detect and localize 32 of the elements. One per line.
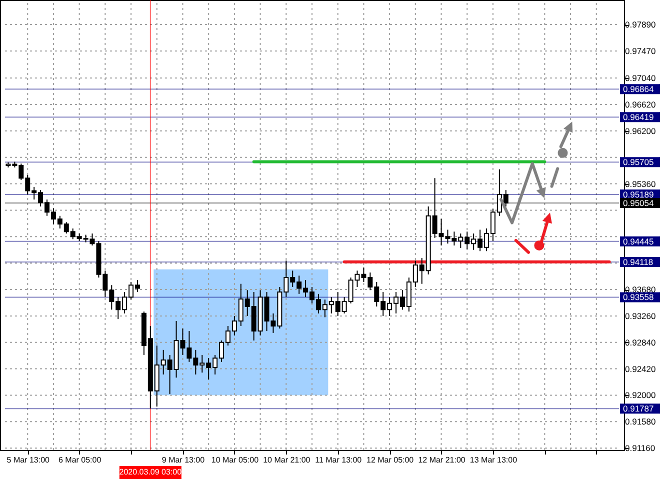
ref-line-label: 0.95189 bbox=[623, 190, 654, 200]
y-tick-label: 0.97890 bbox=[625, 20, 656, 30]
y-tick-label: 0.97040 bbox=[625, 73, 656, 84]
x-tick-label: 5 Mar 13:00 bbox=[6, 456, 50, 464]
y-tick-label: 0.95360 bbox=[625, 178, 656, 189]
ref-line-label: 0.95054 bbox=[623, 198, 654, 208]
ref-line-label: 0.94118 bbox=[623, 256, 654, 267]
y-tick-label: 0.93680 bbox=[625, 284, 656, 295]
x-tick-label: 9 Mar 13:00 bbox=[162, 456, 206, 464]
ref-line-label: 0.93558 bbox=[623, 292, 654, 302]
y-tick-label: 0.92000 bbox=[625, 390, 656, 400]
x-tick-label: 12 Mar 05:00 bbox=[366, 456, 414, 464]
y-tick-label: 0.92840 bbox=[625, 337, 656, 348]
ref-line-label: 0.96419 bbox=[623, 112, 654, 122]
x-tick-label: 13 Mar 13:00 bbox=[470, 456, 518, 464]
x-tick-label: 11 Mar 13:00 bbox=[315, 456, 362, 464]
x-tick-label: 10 Mar 05:00 bbox=[211, 456, 260, 464]
ref-line-label: 0.91787 bbox=[623, 404, 654, 414]
y-tick-label: 0.97470 bbox=[625, 46, 656, 56]
y-tick-label: 0.93260 bbox=[625, 310, 656, 321]
y-tick-label: 0.96620 bbox=[625, 99, 656, 110]
y-tick-label: 0.96200 bbox=[625, 126, 656, 136]
x-tick-label: 12 Mar 21:00 bbox=[418, 456, 466, 464]
x-tick-label: 10 Mar 21:00 bbox=[263, 456, 311, 464]
ref-line-label: 0.95705 bbox=[623, 157, 654, 168]
x-tick-label: 2020.03.09 03:00 bbox=[119, 468, 182, 476]
x-tick-label: 6 Mar 05:00 bbox=[58, 456, 102, 464]
y-tick-label: 0.92420 bbox=[625, 364, 656, 374]
ref-line-label: 0.94445 bbox=[623, 236, 654, 246]
ref-line-label: 0.96864 bbox=[623, 84, 654, 94]
y-tick-label: 0.91160 bbox=[625, 443, 656, 454]
y-tick-label: 0.91580 bbox=[625, 416, 656, 427]
